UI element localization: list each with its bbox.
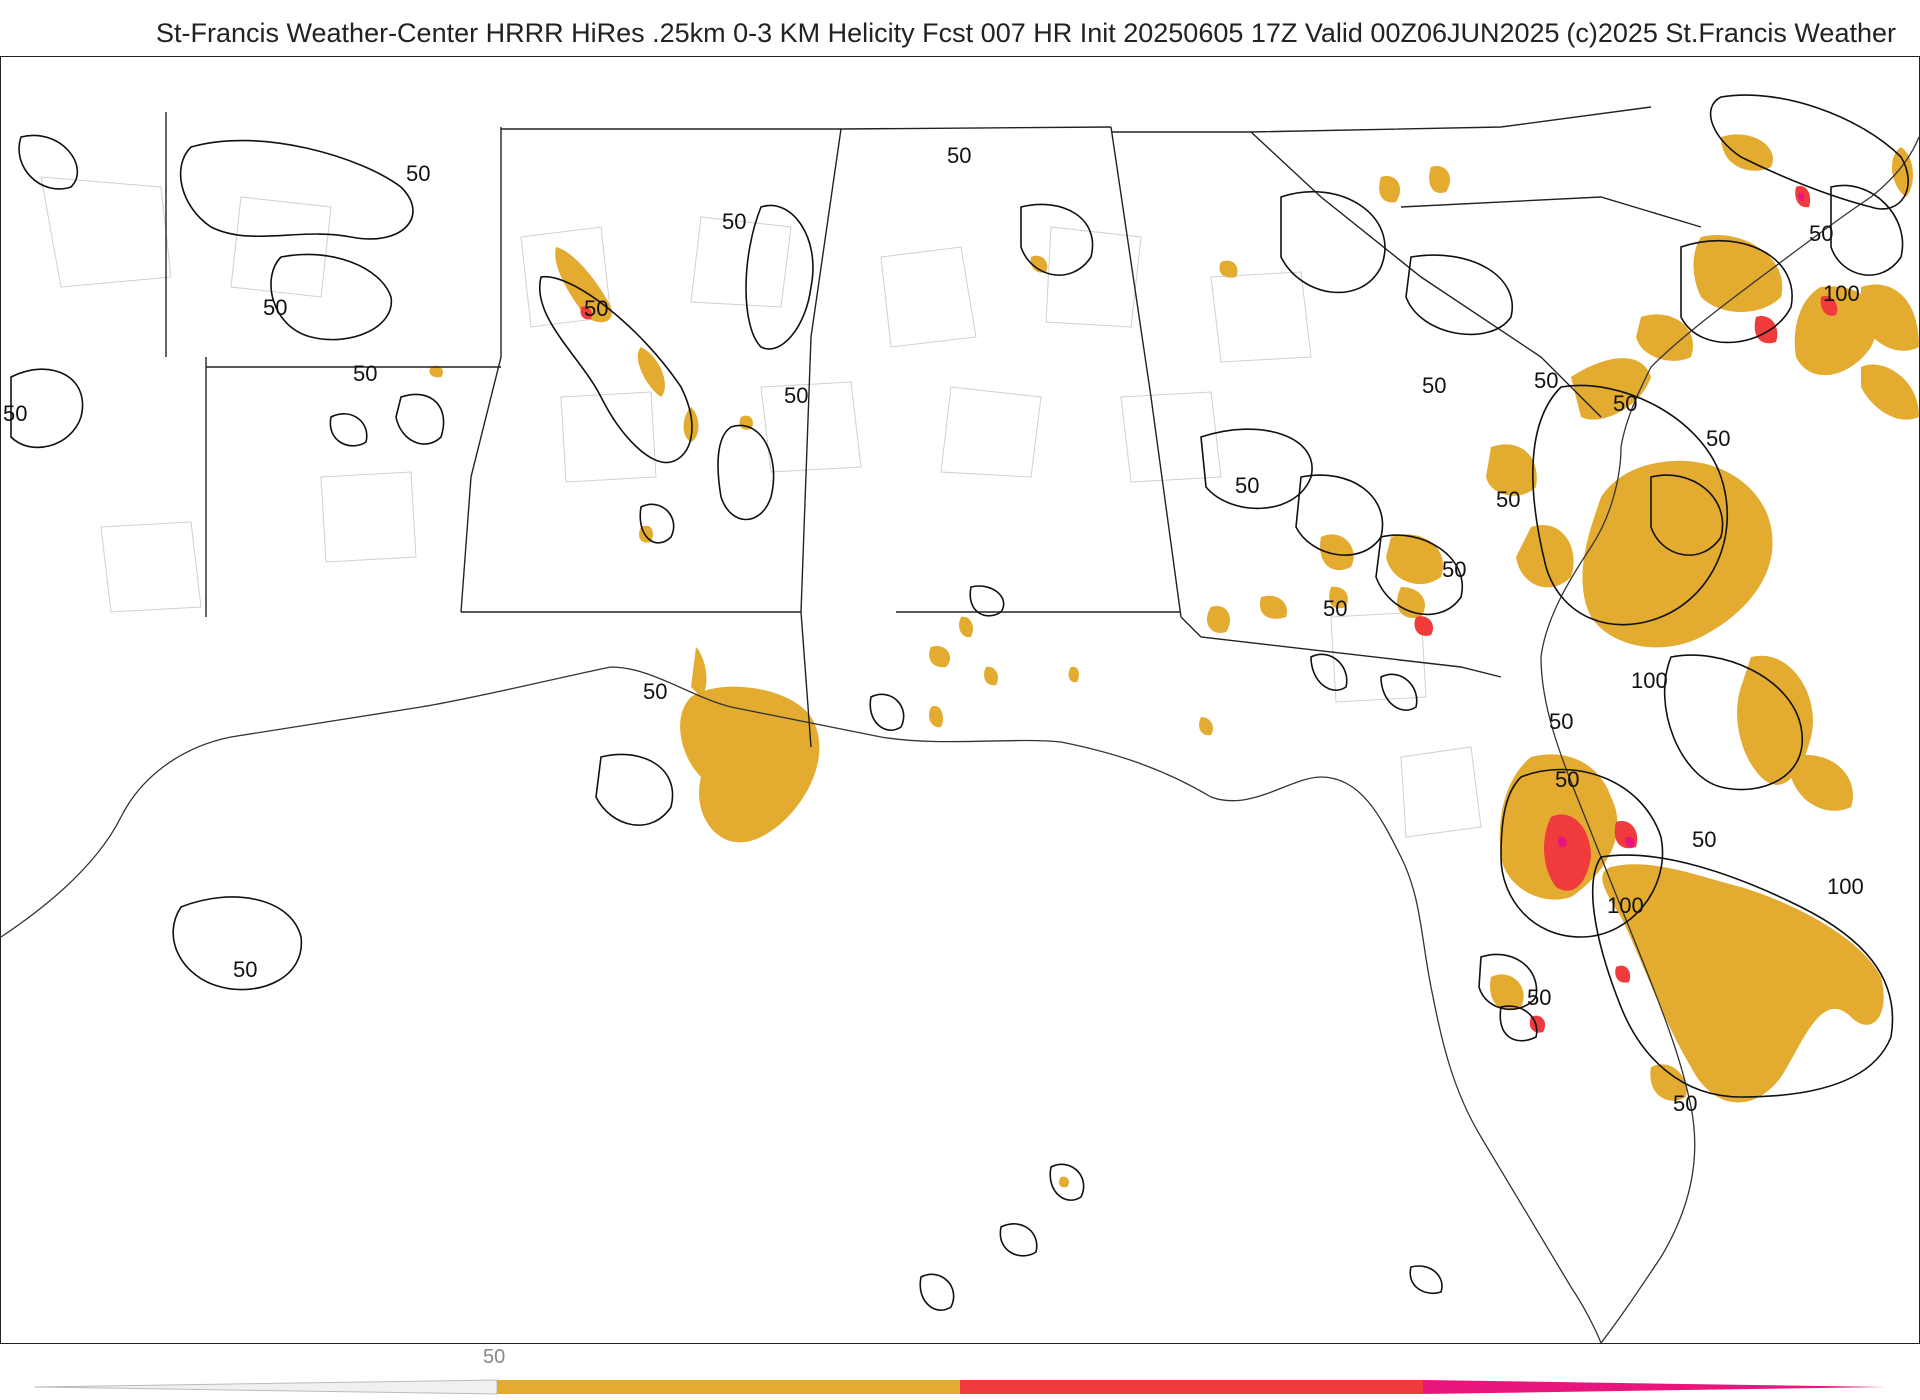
contour-label: 50 [233, 957, 257, 982]
contour-label: 50 [784, 383, 808, 408]
contour-label: 100 [1823, 281, 1860, 306]
contour-label: 50 [1692, 827, 1716, 852]
helicity-map: 50 50 50 50 50 50 50 50 50 50 50 50 50 1… [0, 56, 1920, 1344]
coastline [1, 136, 1919, 1343]
contour-label: 50 [1422, 373, 1446, 398]
legend-segment-mid [960, 1380, 1423, 1394]
contour-label: 50 [3, 401, 27, 426]
map-title-bar: St-Francis Weather-Center HRRR HiRes .25… [156, 18, 1896, 52]
contour-label: 50 [1809, 221, 1833, 246]
contour-label: 100 [1631, 668, 1668, 693]
contour-label: 50 [584, 296, 608, 321]
helicity-fill-low [429, 134, 1919, 1188]
county-borders [40, 176, 1482, 838]
copyright: (c)2025 St.Francis Weather [1566, 18, 1896, 48]
map-title: St-Francis Weather-Center HRRR HiRes .25… [156, 18, 1560, 48]
state-borders [165, 106, 1702, 748]
legend-segment-low [497, 1380, 960, 1394]
legend-segment-high [1423, 1380, 1886, 1394]
contour-labels: 50 50 50 50 50 50 50 50 50 50 50 50 50 1… [3, 143, 1864, 1116]
map-canvas: 50 50 50 50 50 50 50 50 50 50 50 50 50 1… [1, 94, 1919, 1343]
legend-bar [33, 1379, 1886, 1395]
contour-label: 100 [1827, 874, 1864, 899]
contour-label: 50 [643, 679, 667, 704]
legend-tick-label: 50 [483, 1346, 506, 1368]
contour-label: 50 [722, 209, 746, 234]
contour-label: 50 [1673, 1091, 1697, 1116]
contour-label: 50 [1613, 391, 1637, 416]
contour-label: 50 [1555, 767, 1579, 792]
contour-label: 50 [1527, 985, 1551, 1010]
contour-label: 50 [1534, 368, 1558, 393]
color-legend: 50 [0, 1342, 1920, 1400]
contour-label: 50 [1442, 557, 1466, 582]
helicity-contours [10, 94, 1909, 1311]
helicity-fill-high [1557, 192, 1805, 848]
contour-label: 50 [1549, 709, 1573, 734]
contour-label: 50 [263, 295, 287, 320]
contour-label: 50 [1323, 596, 1347, 621]
legend-segment-empty [33, 1379, 498, 1395]
contour-label: 100 [1607, 893, 1644, 918]
contour-label: 50 [1235, 473, 1259, 498]
contour-label: 50 [947, 143, 971, 168]
contour-label: 50 [406, 161, 430, 186]
contour-label: 50 [1496, 487, 1520, 512]
contour-label: 50 [353, 361, 377, 386]
contour-label: 50 [1706, 426, 1730, 451]
